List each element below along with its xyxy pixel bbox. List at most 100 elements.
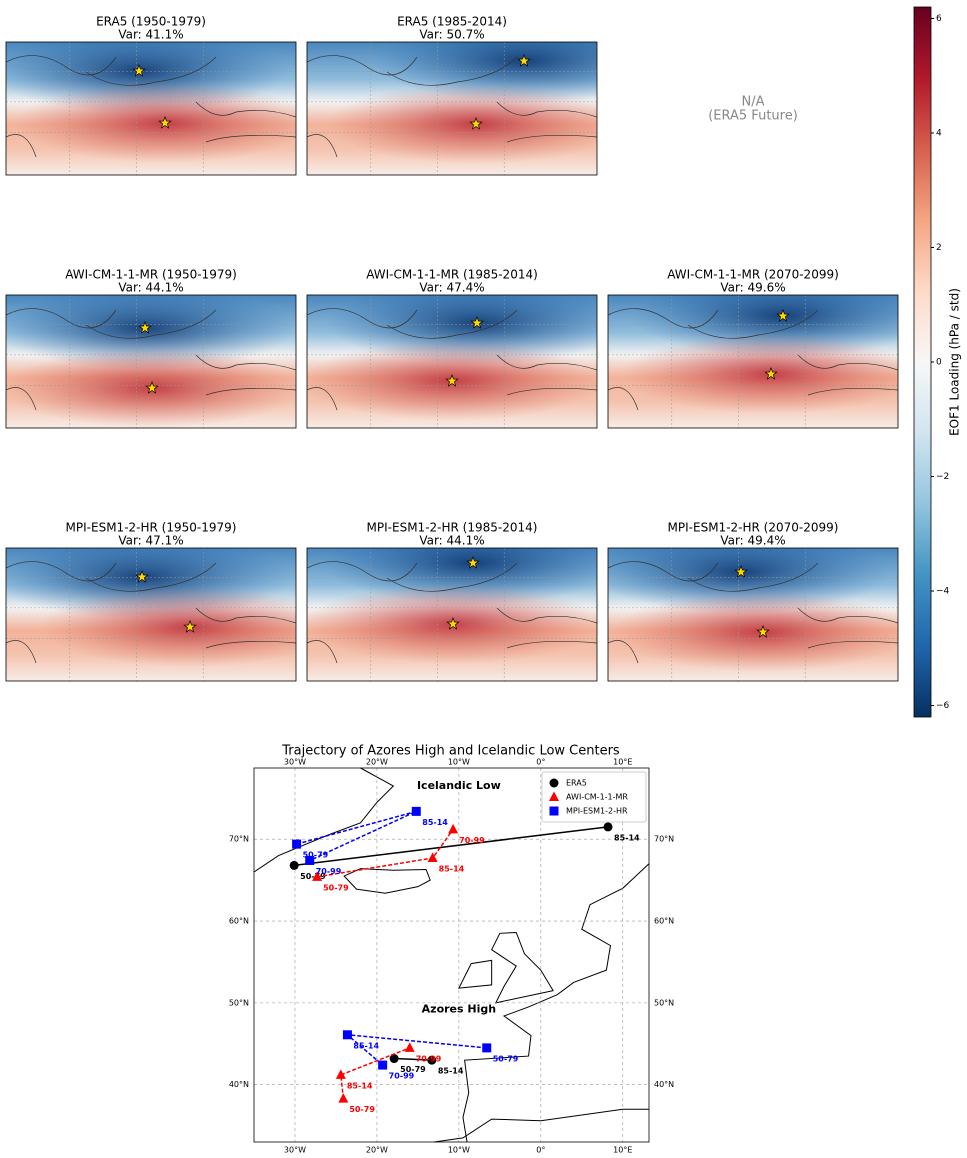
center-star [517,54,531,67]
legend-marker [549,778,559,788]
coastline [6,561,296,664]
center-marker [292,839,302,849]
panel-subtitle: Var: 49.4% [720,534,785,548]
x-tick-label: 0° [536,758,545,767]
heatmap [306,294,598,429]
point-label: 85-14 [347,1081,373,1090]
panel-subtitle: Var: 47.4% [419,281,484,295]
land-britain [458,931,554,1004]
panel-frame [5,294,297,429]
center-marker [378,1060,388,1070]
heatmap-field [307,295,597,428]
point-label: 70-99 [459,836,485,845]
panel-subtitle: Var: 47.1% [118,534,183,548]
high-blob [40,587,296,667]
center-marker [448,823,459,834]
center-marker [338,1093,349,1103]
heatmap-field [6,548,296,681]
heatmap-field [608,295,898,428]
colorbar-tick-label: −2 [936,472,949,482]
panel-title: ERA5 (1950-1979) [96,15,206,29]
plot-area [254,768,649,1142]
center-star [469,117,483,130]
legend-marker [549,791,559,801]
trajectory-line [294,826,609,867]
panel-frame [306,294,598,429]
legend-marker [549,806,559,816]
annotation: Icelandic Low [417,779,501,792]
y-tick-label: 70°N [654,835,674,844]
center-star [446,617,460,630]
land-iceland [343,868,431,894]
trajectory-line [340,1047,410,1099]
coastline [6,308,296,411]
coastline [608,308,898,411]
x-tick-label: 0° [536,1146,545,1155]
panel-subtitle: Var: 44.1% [118,281,183,295]
point-label: 70-99 [389,1072,415,1081]
coastline [608,561,898,664]
center-marker [389,1054,399,1064]
panel-title: MPI-ESM1-2-HR (1985-2014) [367,521,538,535]
center-marker [427,1055,437,1065]
heatmap [306,547,598,682]
legend-label: ERA5 [566,779,587,788]
center-star [734,565,748,578]
high-blob [15,83,296,163]
coastline [307,55,597,158]
x-tick-label: 30°W [284,758,306,767]
trajectory-line [394,1057,432,1061]
land-greenland [253,767,395,873]
y-tick-label: 70°N [229,835,249,844]
center-star [138,321,152,334]
panel-subtitle: Var: 44.1% [419,534,484,548]
y-tick-label: 50°N [654,998,674,1007]
center-star [756,625,770,638]
center-star [158,116,172,129]
high-blob [621,334,898,414]
colorbar-tick-label: 0 [936,358,942,368]
y-tick-label: 40°N [229,1080,249,1089]
center-marker [335,1069,346,1079]
point-label: 50-79 [349,1105,375,1114]
center-marker [482,1043,492,1053]
point-label: 85-14 [614,833,640,842]
colorbar-label: EOF1 Loading (hPa / std) [948,288,962,436]
point-label: 85-14 [353,1041,379,1050]
colorbar [913,6,932,718]
panel-frame [607,294,899,429]
center-star [466,556,480,569]
panel-title: AWI-CM-1-1-MR (1985-2014) [366,268,538,282]
heatmap-field [608,548,898,681]
point-label: 85-14 [439,865,465,874]
coastline [307,561,597,664]
point-label: 50-79 [400,1065,426,1074]
center-marker [411,806,421,816]
x-tick-label: 10°W [448,1146,470,1155]
high-blob [613,592,898,672]
heatmap-field [6,295,296,428]
legend-label: MPI-ESM1-2-HR [566,807,628,816]
panel-frame [5,41,297,176]
coastline [307,308,597,411]
heatmap [5,41,297,176]
point-label: 50-79 [323,883,349,892]
panel-subtitle: Var: 41.1% [118,28,183,42]
center-star [183,620,197,633]
center-star [470,316,484,329]
center-marker [312,871,323,881]
panel-frame [607,547,899,682]
point-label: 50-79 [300,872,326,881]
center-star [135,570,149,583]
heatmap-field [307,42,597,175]
panel-title: AWI-CM-1-1-MR (2070-2099) [667,268,839,282]
center-marker [404,1042,415,1052]
x-tick-label: 10°E [613,758,632,767]
point-label: 50-79 [493,1054,519,1063]
na-text: N/A [742,95,765,110]
point-label: 85-14 [438,1067,464,1076]
center-marker [427,852,438,863]
panel-subtitle: Var: 50.7% [419,28,484,42]
legend-box [541,771,647,823]
